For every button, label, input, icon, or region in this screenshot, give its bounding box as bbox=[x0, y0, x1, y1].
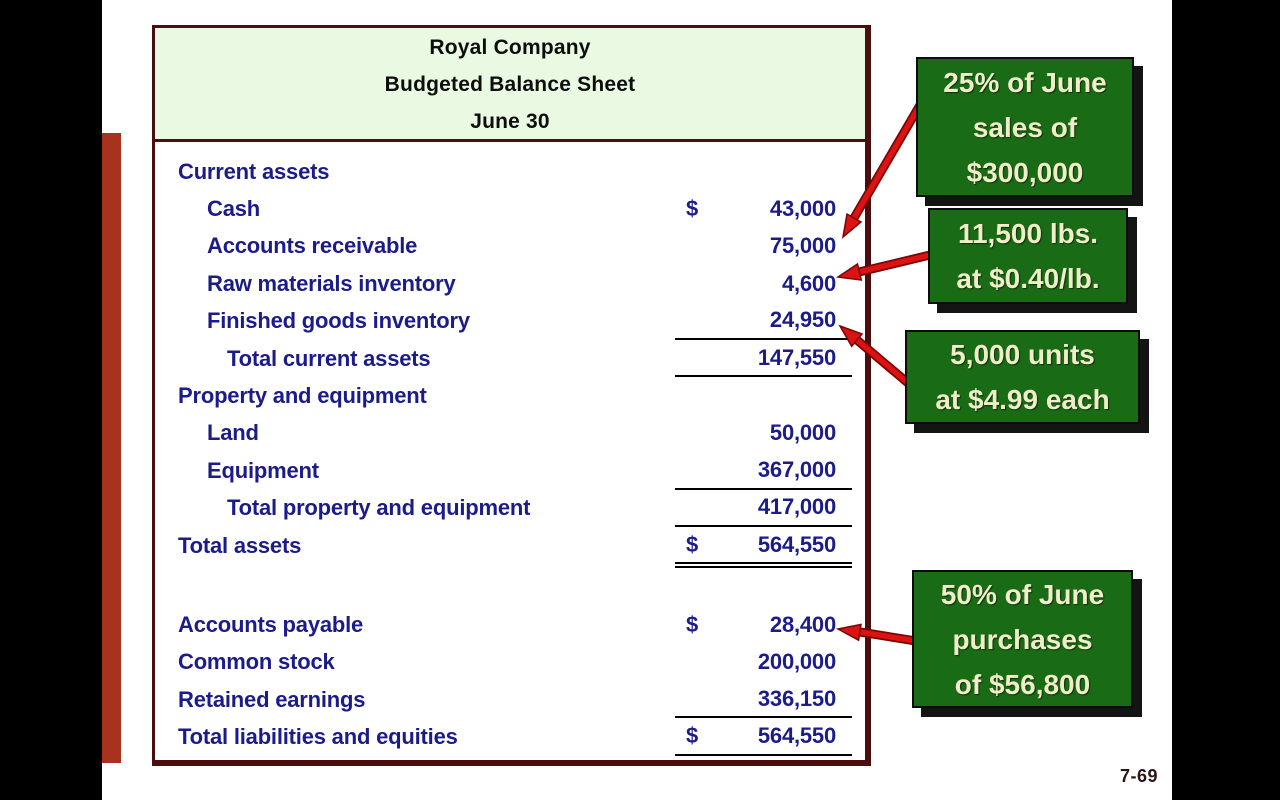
callout-line: 50% of June bbox=[940, 578, 1105, 610]
row-amount: 24,950 bbox=[769, 307, 836, 333]
callout-line: of $56,800 bbox=[954, 668, 1091, 700]
row-label: Raw materials inventory bbox=[207, 270, 456, 296]
callout-line: at $0.40/lb. bbox=[956, 263, 1100, 294]
row-label: Total current assets bbox=[227, 345, 431, 371]
callout-line: at $4.99 each bbox=[935, 384, 1110, 415]
company-name: Royal Company bbox=[429, 36, 591, 59]
row-value: 200,000 bbox=[675, 644, 852, 681]
row-amount: 200,000 bbox=[757, 649, 836, 675]
row-label: Total liabilities and equities bbox=[178, 724, 458, 750]
slide-page-number: 7-69 bbox=[1119, 766, 1158, 786]
row-amount: 28,400 bbox=[769, 611, 836, 637]
row-amount: 417,000 bbox=[757, 494, 836, 520]
table-row: Total property and equipment 417,000 bbox=[155, 490, 865, 527]
row-label: Land bbox=[207, 420, 259, 446]
table-row: Land 50,000 bbox=[155, 415, 865, 452]
row-value: $ 28,400 bbox=[675, 606, 852, 643]
row-value: $ 43,000 bbox=[675, 190, 852, 227]
row-value: 24,950 bbox=[675, 303, 852, 340]
row-label: Finished goods inventory bbox=[207, 308, 470, 334]
row-value: 75,000 bbox=[675, 228, 852, 265]
table-row: Equipment 367,000 bbox=[155, 452, 865, 490]
row-amount: 367,000 bbox=[757, 456, 836, 482]
table-row: Total current assets 147,550 bbox=[155, 340, 865, 378]
table-row: Current assets bbox=[155, 153, 865, 190]
row-value: 4,600 bbox=[675, 265, 852, 302]
row-label: Total property and equipment bbox=[227, 495, 531, 521]
dollar-sign: $ bbox=[686, 723, 699, 749]
statement-title: Budgeted Balance Sheet bbox=[384, 73, 636, 96]
row-amount: 147,550 bbox=[757, 344, 836, 370]
row-amount: 43,000 bbox=[769, 196, 836, 222]
table-row bbox=[155, 564, 865, 606]
row-label: Total assets bbox=[178, 532, 302, 558]
table-row: Property and equipment bbox=[155, 377, 865, 414]
table-row: Retained earnings 336,150 bbox=[155, 681, 865, 719]
slide-canvas: Royal Company Budgeted Balance Sheet Jun… bbox=[102, 0, 1172, 800]
callout-finished-goods-cost: 5,000 units at $4.99 each bbox=[905, 330, 1140, 424]
dollar-sign: $ bbox=[686, 611, 699, 637]
row-amount: 4,600 bbox=[781, 270, 836, 296]
callout-raw-materials-cost: 11,500 lbs. at $0.40/lb. bbox=[928, 208, 1128, 304]
row-label: Property and equipment bbox=[178, 383, 427, 409]
right-black-band bbox=[1172, 0, 1280, 800]
callout-line: 5,000 units bbox=[950, 339, 1095, 370]
row-value: 147,550 bbox=[675, 340, 852, 378]
callout-line: purchases bbox=[952, 623, 1093, 655]
table-row: Total assets $ 564,550 bbox=[155, 527, 865, 569]
row-label: Accounts payable bbox=[178, 611, 364, 637]
row-amount: 564,550 bbox=[757, 531, 836, 557]
row-value bbox=[675, 377, 852, 414]
table-body: Current assets Cash $ 43,000 Accounts re… bbox=[155, 142, 865, 756]
table-row: Total liabilities and equities $ 564,550 bbox=[155, 718, 865, 756]
row-value bbox=[675, 564, 852, 606]
row-label: Equipment bbox=[207, 457, 319, 483]
row-value: 367,000 bbox=[675, 452, 852, 490]
callout-june-purchases: 50% of June purchases of $56,800 bbox=[912, 570, 1133, 708]
row-label: Cash bbox=[207, 196, 260, 222]
table-row: Accounts receivable 75,000 bbox=[155, 228, 865, 265]
table-row: Cash $ 43,000 bbox=[155, 190, 865, 227]
left-red-accent-bar bbox=[102, 133, 121, 763]
callout-line: 25% of June bbox=[943, 66, 1107, 98]
row-label: Common stock bbox=[178, 649, 335, 675]
row-amount: 564,550 bbox=[757, 723, 836, 749]
row-amount: 75,000 bbox=[769, 233, 836, 259]
table-row: Finished goods inventory 24,950 bbox=[155, 303, 865, 340]
table-row: Common stock 200,000 bbox=[155, 644, 865, 681]
row-value: 336,150 bbox=[675, 681, 852, 719]
left-black-band bbox=[0, 0, 102, 800]
row-value: $ 564,550 bbox=[675, 718, 852, 756]
dollar-sign: $ bbox=[686, 196, 699, 222]
row-amount: 50,000 bbox=[769, 420, 836, 446]
table-row: Raw materials inventory 4,600 bbox=[155, 265, 865, 302]
row-value: 50,000 bbox=[675, 415, 852, 452]
callout-line: 11,500 lbs. bbox=[957, 218, 1099, 249]
row-label: Accounts receivable bbox=[207, 233, 418, 259]
table-row: Accounts payable $ 28,400 bbox=[155, 606, 865, 643]
row-value bbox=[675, 153, 852, 190]
statement-date: June 30 bbox=[470, 110, 550, 133]
row-value: $ 564,550 bbox=[675, 527, 852, 569]
row-label: Retained earnings bbox=[178, 686, 366, 712]
callout-june-sales: 25% of June sales of $300,000 bbox=[916, 57, 1134, 197]
row-amount: 336,150 bbox=[757, 685, 836, 711]
dollar-sign: $ bbox=[686, 531, 699, 557]
callout-line: $300,000 bbox=[966, 156, 1084, 188]
callout-line: sales of bbox=[972, 111, 1078, 143]
table-header: Royal Company Budgeted Balance Sheet Jun… bbox=[155, 28, 865, 142]
row-value: 417,000 bbox=[675, 490, 852, 527]
row-label: Current assets bbox=[178, 158, 330, 184]
balance-sheet-table: Royal Company Budgeted Balance Sheet Jun… bbox=[152, 25, 871, 766]
